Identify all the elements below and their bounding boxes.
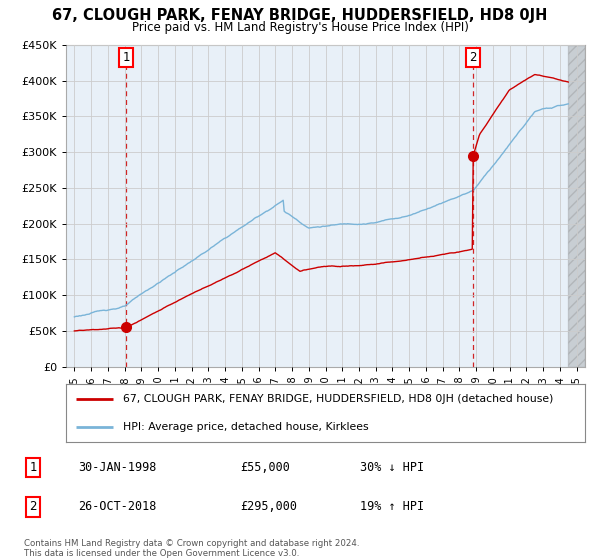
Text: 67, CLOUGH PARK, FENAY BRIDGE, HUDDERSFIELD, HD8 0JH: 67, CLOUGH PARK, FENAY BRIDGE, HUDDERSFI…	[52, 8, 548, 24]
Text: HPI: Average price, detached house, Kirklees: HPI: Average price, detached house, Kirk…	[123, 422, 369, 432]
Text: 30% ↓ HPI: 30% ↓ HPI	[360, 461, 424, 474]
Text: £295,000: £295,000	[240, 500, 297, 514]
Text: Price paid vs. HM Land Registry's House Price Index (HPI): Price paid vs. HM Land Registry's House …	[131, 21, 469, 34]
Text: 26-OCT-2018: 26-OCT-2018	[78, 500, 157, 514]
Text: £55,000: £55,000	[240, 461, 290, 474]
Text: 2: 2	[469, 51, 477, 64]
Text: 19% ↑ HPI: 19% ↑ HPI	[360, 500, 424, 514]
Text: 1: 1	[122, 51, 130, 64]
Text: 30-JAN-1998: 30-JAN-1998	[78, 461, 157, 474]
Bar	[568, 45, 585, 367]
Text: Contains HM Land Registry data © Crown copyright and database right 2024.
This d: Contains HM Land Registry data © Crown c…	[24, 539, 359, 558]
Text: 2: 2	[29, 500, 37, 514]
Text: 67, CLOUGH PARK, FENAY BRIDGE, HUDDERSFIELD, HD8 0JH (detached house): 67, CLOUGH PARK, FENAY BRIDGE, HUDDERSFI…	[123, 394, 553, 404]
Text: 1: 1	[29, 461, 37, 474]
